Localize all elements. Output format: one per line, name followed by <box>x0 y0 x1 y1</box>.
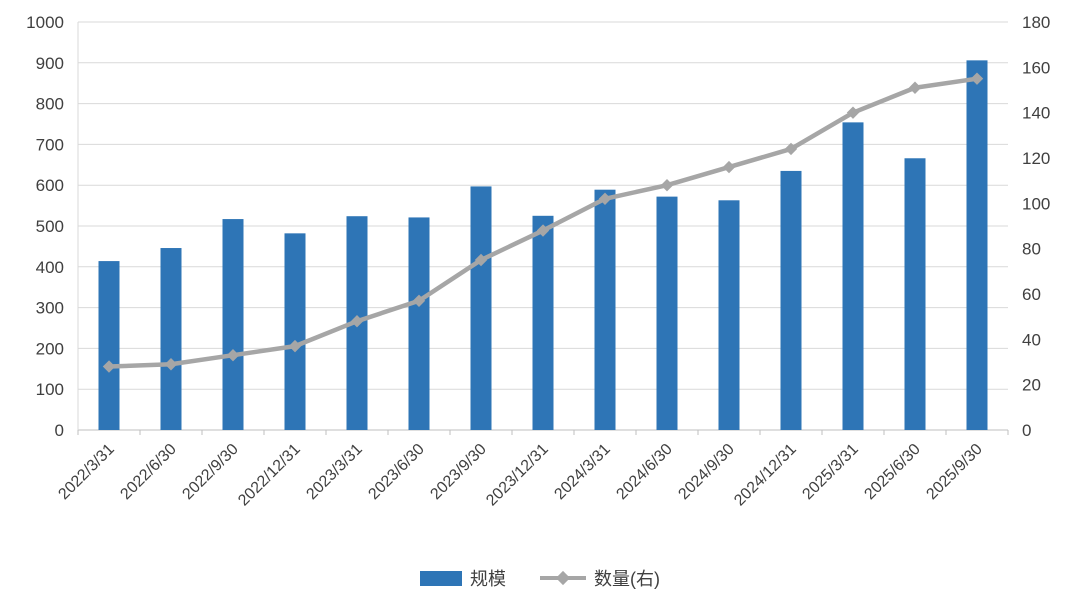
left-axis-tick-label: 700 <box>36 135 64 154</box>
right-axis-tick-label: 180 <box>1022 13 1050 32</box>
legend-line-label: 数量(右) <box>594 569 660 589</box>
line-marker-2023/3/31[interactable] <box>350 314 364 328</box>
bar-2024/12/31[interactable] <box>780 170 802 431</box>
x-axis-category-label: 2024/12/31 <box>731 441 800 510</box>
line-marker-2022/12/31[interactable] <box>288 339 302 353</box>
right-axis-tick-label: 20 <box>1022 376 1041 395</box>
bar-2025/9/30[interactable] <box>966 60 988 431</box>
line-marker-2023/9/30[interactable] <box>474 253 488 267</box>
bar-2024/3/31[interactable] <box>594 189 616 430</box>
bar-2025/6/30[interactable] <box>904 158 926 430</box>
line-marker-2022/6/30[interactable] <box>164 358 178 371</box>
right-axis-tick-label: 40 <box>1022 330 1041 349</box>
bar-2022/12/31[interactable] <box>284 233 306 430</box>
x-axis-category-label: 2025/6/30 <box>861 441 923 503</box>
x-axis-category-label: 2023/3/31 <box>303 441 365 503</box>
chart-plot-area: 0 100 200 300 400 500 600 700 800 900 1000 0 20 40 60 8… <box>26 13 1050 510</box>
line-marker-2024/9/30[interactable] <box>722 160 736 174</box>
line-marker-2024/12/31[interactable] <box>784 142 798 156</box>
x-axis-category-label: 2023/12/31 <box>483 441 552 510</box>
right-axis-tick-label: 160 <box>1022 58 1050 77</box>
line-marker-2022/3/31[interactable] <box>102 360 116 373</box>
x-axis-category-label: 2022/12/31 <box>235 441 304 510</box>
line-marker-2022/9/30[interactable] <box>226 348 240 362</box>
bar-2022/9/30[interactable] <box>222 219 244 430</box>
legend-item-line-series[interactable]: 数量(右) <box>540 565 660 591</box>
x-axis-category-label: 2023/6/30 <box>365 441 427 503</box>
bar-2023/12/31[interactable] <box>532 215 554 430</box>
left-axis-tick-label: 300 <box>36 299 64 318</box>
bar-2023/9/30[interactable] <box>470 186 492 430</box>
x-axis-category-label: 2025/9/30 <box>923 441 985 503</box>
legend-item-bar-series[interactable]: 规模 <box>420 565 506 591</box>
legend: 规模 数量(右) <box>0 565 1080 591</box>
line-marker-2023/12/31[interactable] <box>536 224 550 237</box>
bar-2025/3/31[interactable] <box>842 122 864 431</box>
x-axis-category-label: 2024/6/30 <box>613 441 675 503</box>
x-axis-category-label: 2023/9/30 <box>427 441 489 503</box>
right-axis-tick-label: 0 <box>1022 421 1031 440</box>
x-axis-category-label: 2024/9/30 <box>675 441 737 503</box>
x-axis-category-label: 2022/6/30 <box>117 441 179 503</box>
bar-2022/6/30[interactable] <box>160 248 182 430</box>
right-axis-tick-label: 60 <box>1022 285 1041 304</box>
left-axis-tick-label: 500 <box>36 217 64 236</box>
x-axis-category-label: 2025/3/31 <box>799 441 861 503</box>
left-axis-tick-label: 900 <box>36 54 64 73</box>
x-axis-category-label: 2022/9/30 <box>179 441 241 503</box>
bar-2023/6/30[interactable] <box>408 217 430 430</box>
line-marker-2023/6/30[interactable] <box>412 294 426 308</box>
right-axis-tick-label: 80 <box>1022 240 1041 259</box>
bar-2024/9/30[interactable] <box>718 200 740 430</box>
x-axis-category-label: 2024/3/31 <box>551 441 613 503</box>
bar-series-swatch-icon <box>420 570 462 586</box>
left-axis-tick-label: 0 <box>55 421 64 440</box>
line-marker-2024/6/30[interactable] <box>660 178 674 192</box>
left-axis-tick-label: 100 <box>36 380 64 399</box>
line-series-swatch-icon <box>540 570 586 586</box>
right-axis-tick-label: 100 <box>1022 194 1050 213</box>
bar-2024/6/30[interactable] <box>656 196 678 430</box>
legend-bar-label: 规模 <box>470 569 506 589</box>
right-axis-tick-label: 140 <box>1022 104 1050 123</box>
left-axis-tick-label: 200 <box>36 339 64 358</box>
left-axis-tick-label: 400 <box>36 258 64 277</box>
line-marker-2024/3/31[interactable] <box>598 192 612 206</box>
right-axis-tick-label: 120 <box>1022 149 1050 168</box>
line-marker-2025/3/31[interactable] <box>846 106 860 119</box>
x-axis-category-label: 2022/3/31 <box>55 441 117 503</box>
left-axis-tick-label: 800 <box>36 95 64 114</box>
left-axis-tick-label: 1000 <box>26 13 64 32</box>
left-axis-tick-label: 600 <box>36 176 64 195</box>
line-marker-2025/6/30[interactable] <box>908 81 922 94</box>
bar-2022/3/31[interactable] <box>98 261 120 430</box>
line-marker-2025/9/30[interactable] <box>970 72 984 85</box>
